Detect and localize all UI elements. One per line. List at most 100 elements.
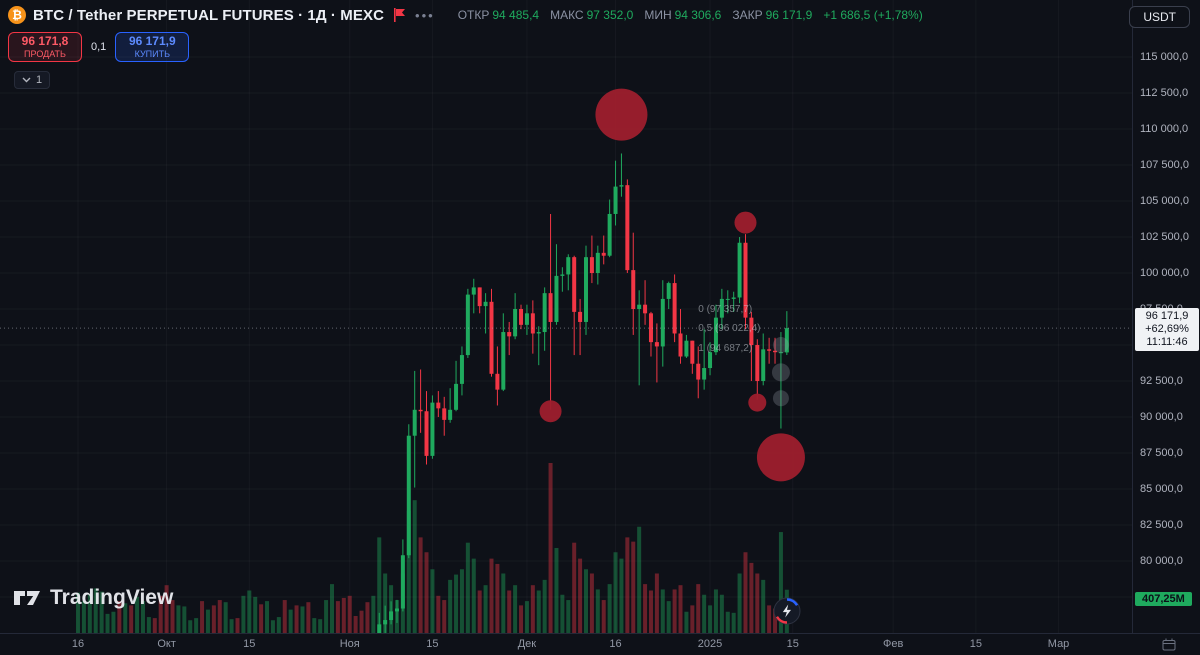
volume-bar (725, 611, 730, 633)
sell-button[interactable]: 96 171,8 ПРОДАТЬ (8, 32, 82, 62)
candle-body (637, 304, 642, 309)
volume-bar (625, 537, 630, 633)
symbol-header: ₿ BTC / Tether PERPETUAL FUTURES · 1Д · … (8, 6, 923, 24)
bitcoin-icon: ₿ (8, 6, 26, 24)
volume-bar (737, 573, 742, 633)
flag-icon[interactable] (393, 8, 406, 22)
volume-bar (560, 594, 565, 633)
ohlc-row: ОТКР 94 485,4 МАКС 97 352,0 МИН 94 306,6 ЗА… (458, 8, 923, 22)
liquidation-bubble (748, 393, 767, 412)
volume-bar (306, 602, 311, 633)
candle-body (784, 328, 789, 353)
high-value: 97 352,0 (586, 8, 634, 22)
volume-bar (259, 604, 264, 633)
candle-body (731, 297, 736, 299)
candle-body (560, 274, 565, 276)
volume-bar (696, 584, 701, 633)
volume-bar (761, 579, 766, 633)
volume-bar (406, 510, 411, 633)
chart-area[interactable]: 0 (97 357,7) 0,5 (96 022,4) 1 (94 687,2) ₿… (0, 0, 1132, 633)
tradingview-logo-icon (14, 591, 40, 605)
volume-bar (146, 617, 151, 633)
candle-body (578, 311, 583, 322)
close-label: ЗАКР (732, 8, 763, 22)
high-label: МАКС (550, 8, 584, 22)
go-to-date-icon[interactable] (1162, 638, 1178, 652)
volume-bar (743, 552, 748, 633)
candle-body (755, 345, 760, 381)
buy-button[interactable]: 96 171,9 КУПИТЬ (115, 32, 190, 62)
last-price-change: +62,69% (1145, 323, 1189, 336)
indicator-count: 1 (36, 74, 43, 86)
volume-bar (200, 601, 205, 633)
volume-bar (566, 600, 571, 633)
volume-bar (584, 569, 589, 633)
candle-body (536, 332, 541, 334)
volume-bar (188, 620, 193, 633)
more-options-icon[interactable]: ••• (415, 7, 435, 23)
volume-bar (513, 585, 518, 633)
candle-body (459, 355, 464, 384)
candle-body (625, 185, 630, 271)
liquidation-bubble (595, 88, 648, 141)
volume-bar (637, 526, 642, 633)
volume-bar (117, 601, 122, 633)
candle-body (708, 352, 713, 369)
currency-dropdown[interactable]: USDT (1129, 6, 1190, 28)
candle-body (489, 301, 494, 374)
candle-body (424, 411, 429, 456)
fib-level-label: 1 (94 687,2) (698, 342, 753, 354)
low-value: 94 306,6 (674, 8, 722, 22)
price-axis-label: 85 000,0 (1140, 483, 1183, 495)
candle-body (572, 257, 577, 312)
candle-body (666, 283, 671, 299)
volume-bar (601, 600, 606, 633)
candle-body (554, 275, 559, 322)
volume-bar (507, 590, 512, 633)
volume-bar (235, 618, 240, 633)
volume-bar (330, 584, 335, 633)
volume-bar (229, 619, 234, 633)
volume-bar (205, 609, 210, 633)
volume-bar (170, 600, 175, 633)
volume-bar (182, 606, 187, 633)
volume-bar (294, 605, 299, 633)
volume-bar (454, 574, 459, 633)
volume-bar (353, 616, 358, 633)
volume-bar (335, 601, 340, 633)
price-axis-label: 105 000,0 (1140, 195, 1189, 207)
volume-bar (755, 573, 760, 633)
price-axis[interactable]: 96 171,9 +62,69% 11:11:46 407,25M 115 00… (1132, 0, 1200, 633)
volume-bar (371, 595, 376, 633)
candle-body (749, 317, 754, 345)
volume-bar (648, 590, 653, 633)
volume-bar (690, 605, 695, 633)
time-axis-label: 16 (609, 638, 622, 650)
time-axis-label: 15 (969, 638, 982, 650)
volume-bar (643, 584, 648, 633)
volume-bar (347, 595, 352, 633)
time-axis[interactable]: 16 Окт 15 Ноя 15 Дек 16 2025 15 Фев 15 Мар (0, 633, 1200, 655)
candle-body (678, 333, 683, 357)
indicators-collapse-button[interactable]: 1 (14, 71, 51, 89)
candle-body (778, 352, 783, 354)
symbol-title[interactable]: BTC / Tether PERPETUAL FUTURES · 1Д · ME… (33, 6, 385, 24)
indicator-fab-icon[interactable] (773, 597, 801, 625)
volume-bar (123, 603, 128, 633)
volume-bar (595, 589, 600, 633)
candle-body (477, 287, 482, 307)
volume-bar (140, 601, 145, 633)
candle-body (418, 409, 423, 412)
volume-bar (129, 605, 134, 633)
volume-bar (253, 596, 258, 633)
volume-bar (383, 573, 388, 633)
candle-body (383, 620, 388, 625)
price-axis-label: 107 500,0 (1140, 159, 1189, 171)
volume-bar (211, 605, 216, 633)
candle-body (566, 257, 571, 275)
volume-bar (572, 542, 577, 633)
volume-bar (678, 585, 683, 633)
volume-bar (418, 537, 423, 633)
volume-bar (217, 600, 222, 633)
volume-bar (542, 579, 547, 633)
